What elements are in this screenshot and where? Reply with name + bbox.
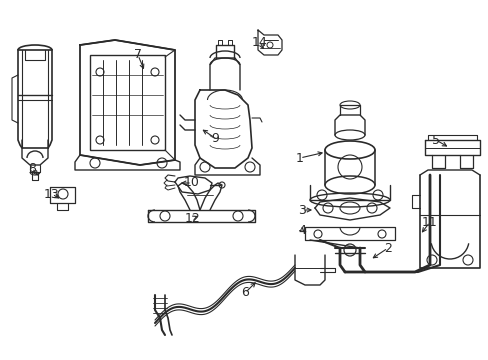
Text: 13: 13: [44, 188, 60, 201]
Text: 12: 12: [185, 211, 201, 225]
Text: 10: 10: [183, 176, 200, 189]
Text: 1: 1: [295, 152, 304, 165]
Text: 5: 5: [431, 134, 439, 147]
Text: 8: 8: [28, 162, 36, 175]
Text: 14: 14: [252, 36, 267, 49]
Text: 6: 6: [241, 287, 248, 300]
Text: 3: 3: [298, 203, 305, 216]
Text: 11: 11: [421, 216, 437, 229]
Text: 2: 2: [383, 242, 391, 255]
Text: 4: 4: [298, 224, 305, 237]
Bar: [90, 55, 164, 150]
Text: 7: 7: [134, 49, 142, 62]
Text: 9: 9: [211, 131, 219, 144]
